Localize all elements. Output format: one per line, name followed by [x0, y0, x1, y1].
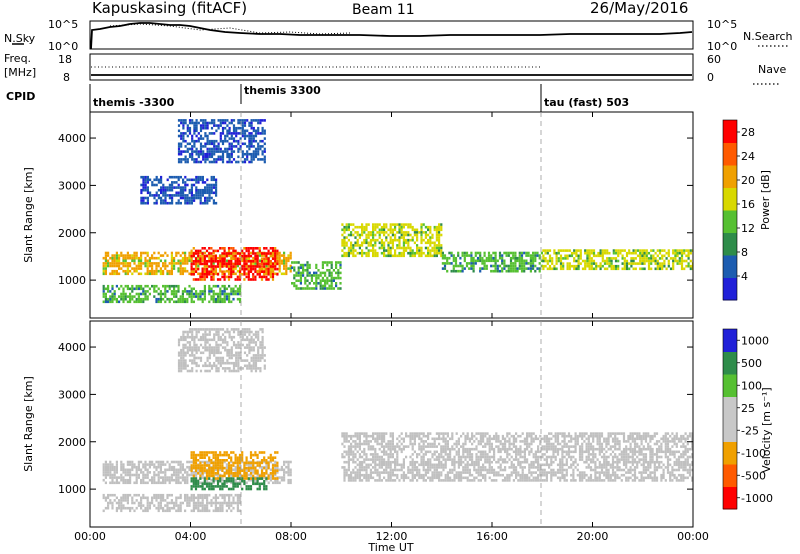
nsky-label: N.Sky — [4, 32, 36, 45]
colorbar-tick-label: 24 — [741, 150, 755, 163]
velocity-colorbar-label: Velocity [m s⁻¹] — [760, 387, 773, 472]
colorbar-tick-label: 500 — [741, 357, 762, 370]
nsky-panel: N.Sky 10^5 10^0 N.Search 10^5 10^0 — [4, 18, 793, 53]
colorbar-tick-label: 8 — [741, 246, 748, 259]
range-tick-label: 1000 — [58, 483, 86, 496]
cpid-label: CPID — [6, 90, 35, 103]
colorbar-tick-label: 4 — [741, 270, 748, 283]
nave-tick-bottom: 0 — [707, 71, 714, 84]
range-tick-label: 3000 — [58, 388, 86, 401]
colorbar-tick-label: -25 — [741, 424, 759, 437]
power-colorbar-label: Power [dB] — [759, 170, 772, 230]
range-tick-label: 2000 — [58, 436, 86, 449]
echo-band — [190, 477, 268, 491]
colorbar-tick-label: 28 — [741, 126, 755, 139]
nsky-trace — [90, 22, 693, 50]
time-tick-label: 00:00 — [74, 530, 106, 543]
power-plot-area — [102, 119, 693, 304]
range-tick-label: 1000 — [58, 274, 86, 287]
nsky-tick-top: 10^5 — [48, 18, 78, 31]
colorbar-swatch — [723, 255, 737, 278]
colorbar-swatch — [723, 464, 737, 487]
echo-band — [140, 175, 218, 205]
colorbar-swatch — [723, 486, 737, 510]
velocity-plot-area — [102, 328, 693, 513]
colorbar-swatch — [723, 396, 737, 420]
colorbar-swatch — [723, 142, 737, 166]
beam-title: Beam 11 — [352, 2, 415, 18]
echo-band — [291, 261, 342, 290]
colorbar-swatch — [723, 232, 737, 256]
colorbar-tick-label: -1000 — [741, 492, 773, 505]
velocity-y-axis: 1000 2000 3000 4000 — [58, 341, 693, 496]
echo-band — [341, 223, 443, 258]
colorbar-tick-label: -500 — [741, 469, 766, 482]
colorbar-tick-label: 20 — [741, 174, 755, 187]
colorbar-tick-label: 25 — [741, 402, 755, 415]
power-y-axis-label: Slant Range [km] — [22, 167, 35, 263]
time-tick-label: 08:00 — [275, 530, 307, 543]
nsearch-tick-top: 10^5 — [707, 18, 737, 31]
velocity-panel: 1000 2000 3000 4000 Slant Range [km] 1000 50… — [22, 320, 773, 528]
colorbar-swatch — [723, 187, 737, 211]
nsearch-label: N.Search — [743, 30, 793, 43]
colorbar-swatch — [723, 329, 737, 352]
colorbar-swatch — [723, 210, 737, 233]
colorbar-swatch — [723, 441, 737, 465]
cpid-mode-3: tau (fast) 503 — [544, 96, 629, 109]
time-tick-label: 16:00 — [476, 530, 508, 543]
colorbar-tick-label: -100 — [741, 447, 766, 460]
freq-tick-top: 18 — [58, 53, 72, 66]
range-tick-label: 4000 — [58, 132, 86, 145]
colorbar-tick-label: 1000 — [741, 334, 769, 347]
power-y-axis: 1000 2000 3000 4000 — [58, 132, 693, 287]
colorbar-tick-label: 100 — [741, 379, 762, 392]
echo-band — [190, 247, 279, 281]
cpid-mode-2: themis 3300 — [244, 84, 321, 97]
range-tick-label: 2000 — [58, 227, 86, 240]
nsearch-tick-bottom: 10^0 — [707, 40, 737, 53]
nave-tick-top: 60 — [707, 53, 721, 66]
date-title: 26/May/2016 — [590, 0, 688, 17]
freq-label-bottom: [MHz] — [4, 66, 36, 79]
nsearch-trace — [109, 23, 351, 35]
time-tick-label: 20:00 — [577, 530, 609, 543]
echo-band — [102, 284, 242, 304]
echo-band — [102, 493, 242, 513]
velocity-y-axis-label: Slant Range [km] — [22, 376, 35, 472]
station-title: Kapuskasing (fitACF) — [92, 0, 247, 17]
time-tick-label: 00:00 — [677, 530, 709, 543]
colorbar-tick-label: 16 — [741, 198, 755, 211]
colorbar-swatch — [723, 419, 737, 442]
echo-band — [177, 328, 266, 373]
echo-band — [341, 432, 693, 482]
range-tick-label: 3000 — [58, 179, 86, 192]
nsky-tick-bottom: 10^0 — [48, 40, 78, 53]
time-axis: 00:00 04:00 08:00 12:00 16:00 20:00 00:00 — [74, 112, 709, 543]
range-tick-label: 4000 — [58, 341, 86, 354]
colorbar-swatch — [723, 351, 737, 375]
freq-panel: Freq. [MHz] 18 8 Nave 60 0 — [4, 52, 786, 85]
echo-band — [177, 119, 266, 164]
colorbar-swatch — [723, 277, 737, 301]
time-axis-label: Time UT — [367, 541, 413, 554]
echo-band — [441, 251, 543, 273]
freq-tick-bottom: 8 — [63, 71, 70, 84]
freq-label-top: Freq. — [4, 52, 31, 65]
colorbar-tick-label: 12 — [741, 222, 755, 235]
power-colorbar: 4 8 12 16 20 24 28 — [722, 119, 755, 301]
power-panel: 1000 2000 3000 4000 Slant Range [km] 4 8 12 16… — [22, 111, 772, 319]
nave-label: Nave — [758, 63, 786, 76]
cpid-mode-1: themis -3300 — [93, 96, 175, 109]
time-tick-label: 04:00 — [175, 530, 207, 543]
colorbar-swatch — [723, 120, 737, 143]
velocity-colorbar: 1000 500 100 25 -25 -100 -500 -1000 — [722, 328, 773, 510]
colorbar-swatch — [723, 165, 737, 188]
cpid-panel: CPID themis -3300 themis 3300 tau (fast)… — [6, 84, 629, 112]
echo-band — [542, 249, 693, 271]
time-tick-label: 12:00 — [376, 530, 408, 543]
colorbar-swatch — [723, 374, 737, 397]
